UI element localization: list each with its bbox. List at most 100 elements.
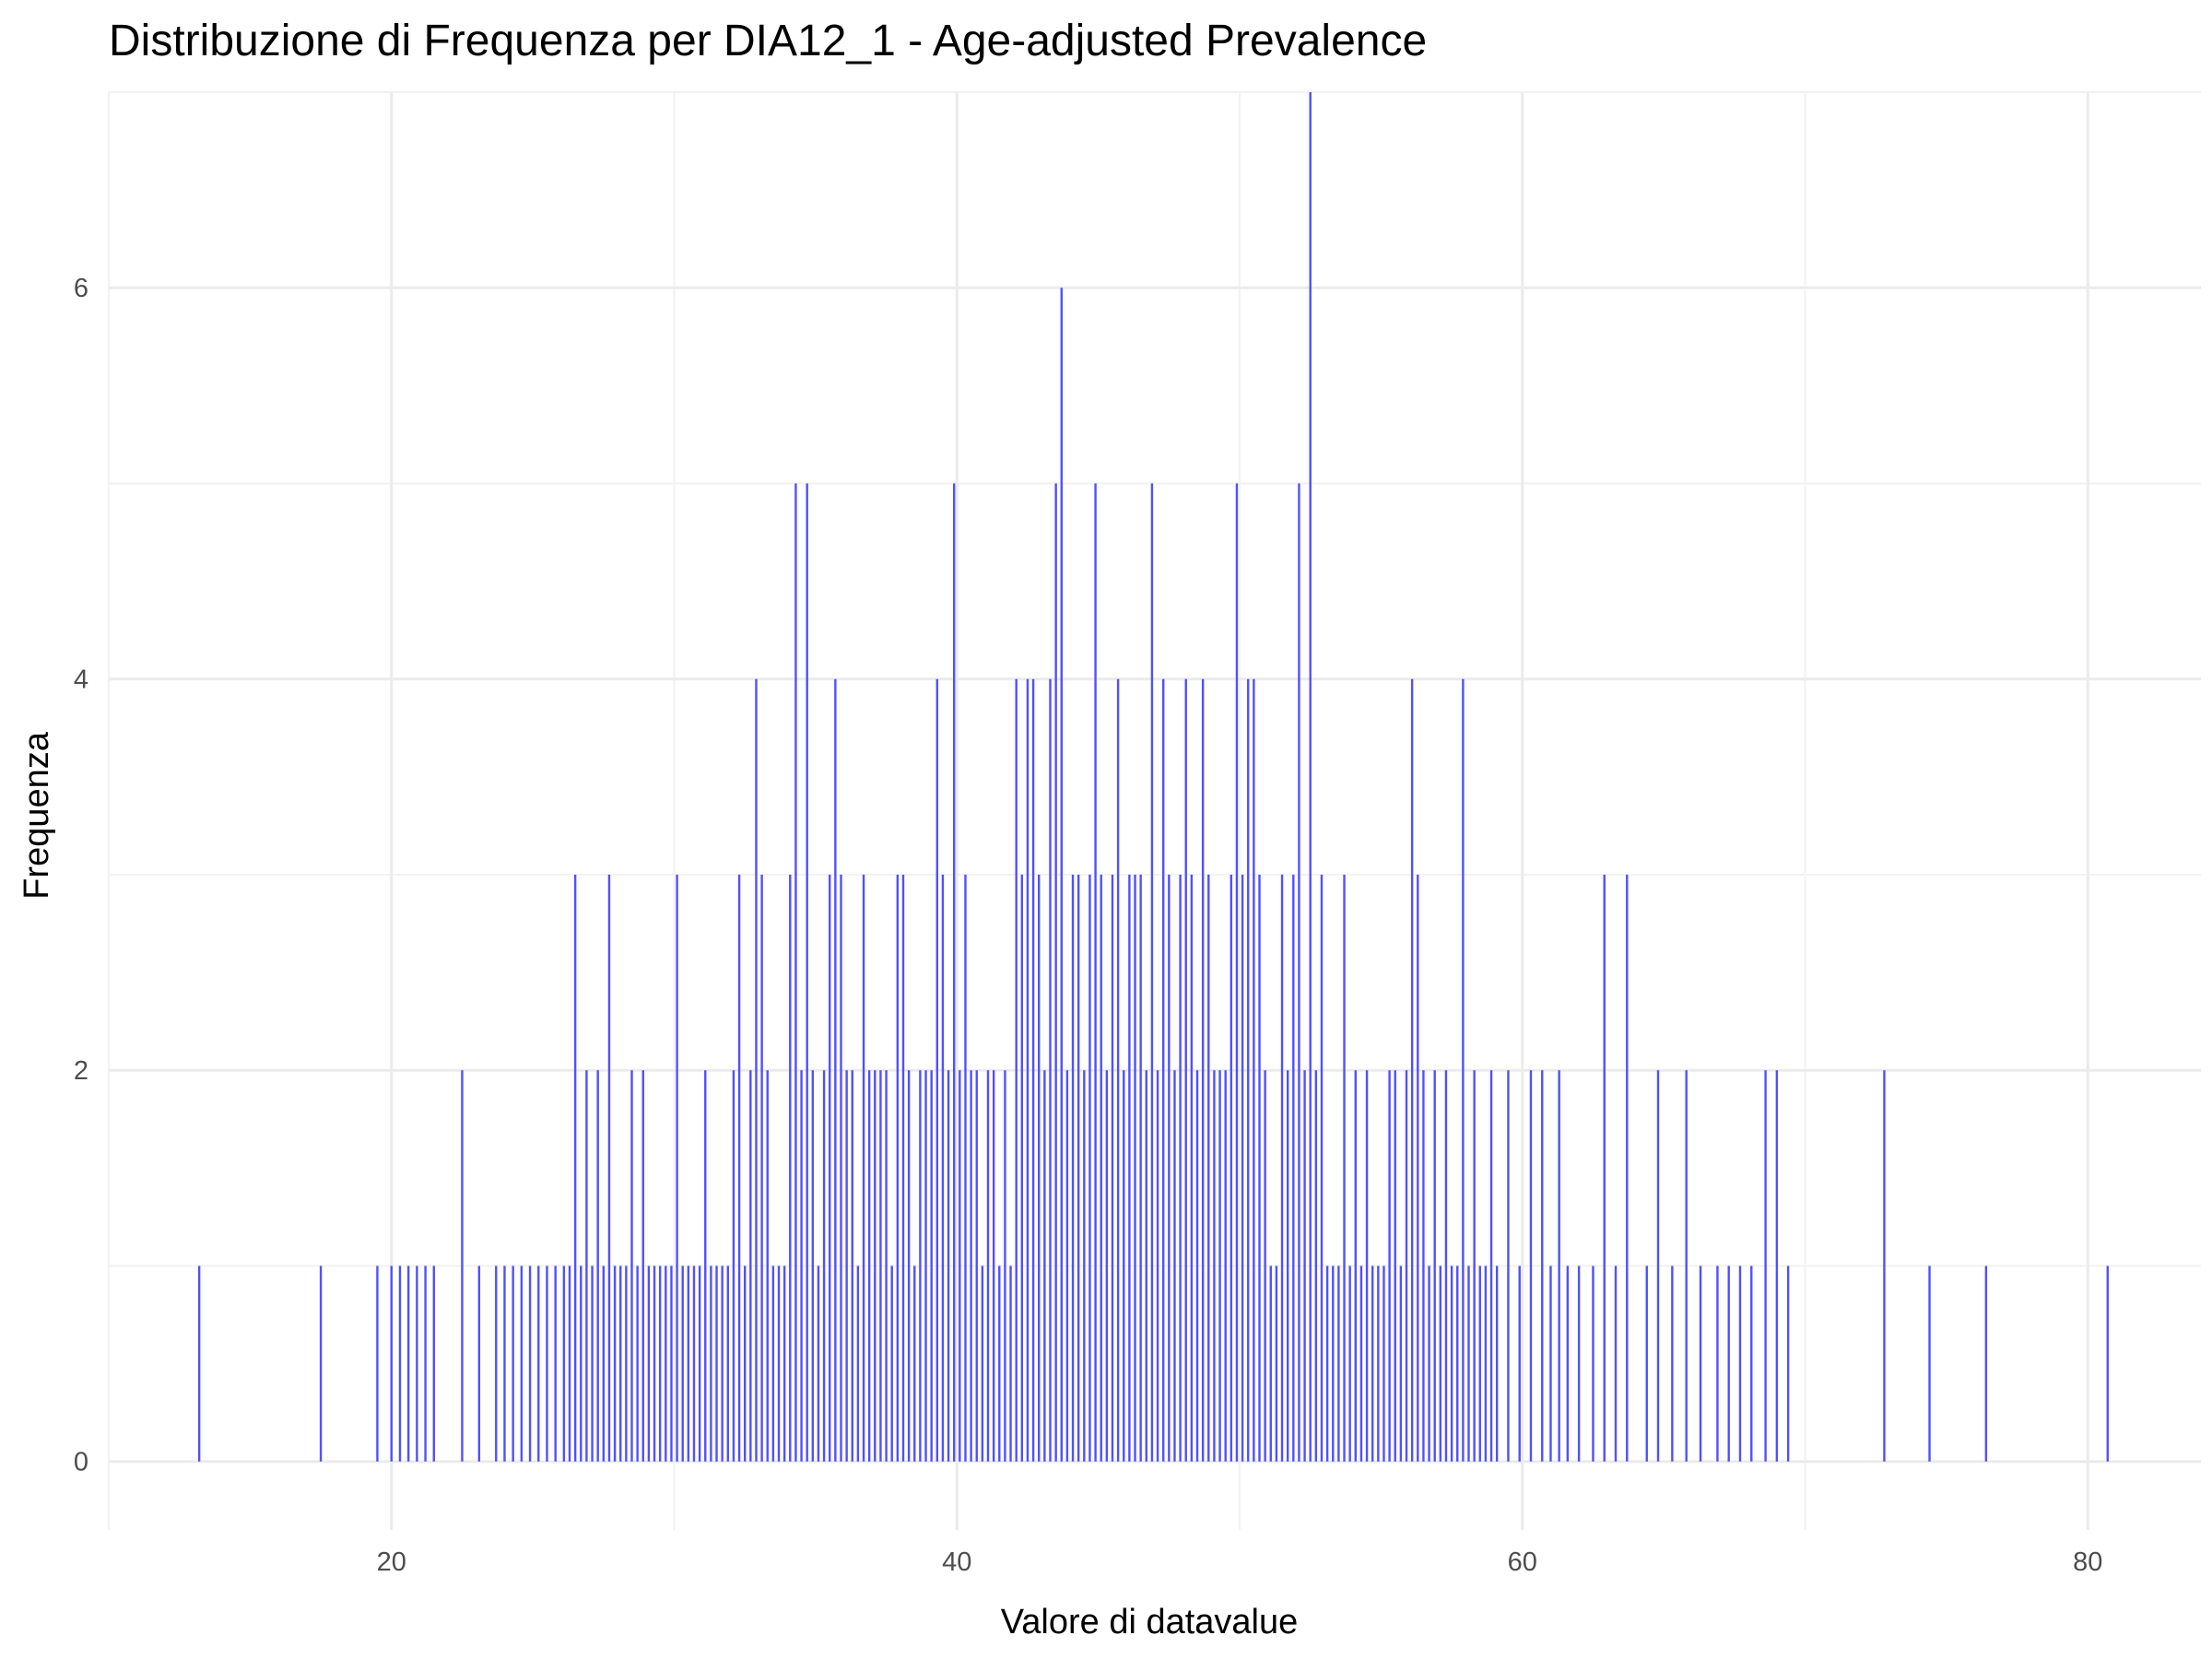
histogram-bar <box>1764 1070 1767 1462</box>
histogram-bar <box>1094 483 1097 1462</box>
histogram-bar <box>867 1070 871 1462</box>
histogram-bar <box>1088 874 1091 1462</box>
histogram-bar <box>771 1265 775 1462</box>
histogram-bar <box>1303 1070 1306 1462</box>
histogram-bar <box>1123 1070 1125 1462</box>
histogram-bar <box>1558 1070 1560 1462</box>
histogram-bar <box>760 874 763 1462</box>
histogram-bar <box>495 1265 498 1462</box>
histogram-bar <box>1162 678 1165 1462</box>
grid-major-lines <box>109 92 2201 1530</box>
histogram-bar <box>1577 1265 1581 1462</box>
histogram-bar <box>1320 874 1324 1462</box>
histogram-bar <box>1235 483 1239 1462</box>
x-tick-label: 60 <box>1508 1547 1537 1577</box>
histogram-bar <box>1060 288 1063 1462</box>
histogram-bar <box>1213 1070 1216 1462</box>
histogram-bar <box>896 874 900 1462</box>
histogram-bar <box>1258 874 1261 1462</box>
histogram-bar <box>1750 1265 1753 1462</box>
histogram-bar <box>319 1265 323 1462</box>
histogram-bar <box>613 1265 617 1462</box>
histogram-bar <box>687 1265 690 1462</box>
histogram-bar <box>1009 1265 1012 1462</box>
histogram-bar <box>1156 1070 1159 1462</box>
histogram-bar <box>1405 1070 1408 1462</box>
histogram-bar <box>1224 1070 1227 1462</box>
histogram-bar <box>1507 1070 1510 1462</box>
histogram-bar <box>1015 678 1018 1462</box>
histogram-bar <box>1883 1070 1886 1462</box>
histogram-bar <box>1444 1070 1448 1462</box>
histogram-bar <box>1984 1265 1988 1462</box>
histogram-bar <box>789 874 792 1462</box>
histogram-bar <box>1473 1070 1476 1462</box>
histogram-bar <box>1786 1265 1790 1462</box>
histogram-bar <box>794 483 797 1462</box>
histogram-bar <box>1377 1265 1380 1462</box>
histogram-bar <box>477 1265 481 1462</box>
histogram-bar <box>1566 1265 1570 1462</box>
histogram-bar <box>1450 1265 1453 1462</box>
histogram-bar <box>1314 1070 1318 1462</box>
histogram-bar <box>1489 1070 1493 1462</box>
histogram-bar <box>1241 874 1244 1462</box>
grid-minor-lines <box>108 91 2201 1530</box>
histogram-bar <box>834 678 837 1462</box>
histogram-bar <box>766 1070 769 1462</box>
histogram-bar <box>554 1265 557 1462</box>
histogram-bar <box>1207 874 1210 1462</box>
histogram-bar <box>930 1070 933 1462</box>
histogram-bar <box>1111 874 1114 1462</box>
histogram-bar <box>907 1070 911 1462</box>
histogram-bar <box>1603 874 1606 1462</box>
histogram-bar <box>1656 1070 1660 1462</box>
histogram-bar <box>919 1070 922 1462</box>
histogram-bar <box>1139 874 1142 1462</box>
histogram-bar <box>197 1265 201 1462</box>
histogram-bar <box>1269 1265 1272 1462</box>
histogram-bar <box>941 874 945 1462</box>
histogram-bar <box>676 874 678 1462</box>
histogram-bar <box>1343 874 1346 1462</box>
histogram-bar <box>698 1265 701 1462</box>
histogram-bar <box>636 1265 639 1462</box>
histogram-bar <box>1179 874 1182 1462</box>
histogram-bar <box>901 874 905 1462</box>
histogram-bar <box>1359 1265 1363 1462</box>
histogram-bar <box>947 1070 950 1462</box>
histogram-bar <box>1105 1070 1109 1462</box>
histogram-bar <box>998 1265 1001 1462</box>
histogram-bar <box>782 1265 786 1462</box>
histogram-bar <box>890 1265 893 1462</box>
histogram-bar <box>528 1265 532 1462</box>
histogram-bar <box>1298 483 1300 1462</box>
histogram-bar <box>986 1070 990 1462</box>
histogram-bar <box>546 1265 548 1462</box>
histogram-bar <box>885 1070 888 1462</box>
histogram-bar <box>710 1265 712 1462</box>
histogram-bar <box>1004 1070 1006 1462</box>
histogram-bar <box>591 1265 594 1462</box>
histogram-bar <box>1083 1070 1086 1462</box>
y-axis-title: Frequenza <box>18 731 56 900</box>
y-axis-ticks: 0 2 4 6 <box>74 274 88 1477</box>
histogram-bar <box>1495 1265 1499 1462</box>
histogram-bar <box>964 874 967 1462</box>
y-tick-label: 4 <box>74 665 88 695</box>
histogram-bar <box>1388 1070 1391 1462</box>
histogram-bar <box>1422 1070 1425 1462</box>
histogram-bar <box>1399 1265 1403 1462</box>
histogram-bar <box>1592 1265 1594 1462</box>
histogram-bar <box>630 1070 633 1462</box>
histogram-bar <box>602 1265 606 1462</box>
histogram-bar <box>1529 1070 1533 1462</box>
histogram-bar <box>670 1265 673 1462</box>
histogram-bar <box>376 1265 379 1462</box>
histogram-bar <box>641 1070 644 1462</box>
x-axis-ticks: 20 40 60 80 <box>377 1547 2103 1577</box>
histogram-bar <box>1541 1070 1544 1462</box>
x-tick-label: 40 <box>942 1547 971 1577</box>
histogram-bar <box>1410 678 1414 1462</box>
histogram-bar <box>744 1265 747 1462</box>
